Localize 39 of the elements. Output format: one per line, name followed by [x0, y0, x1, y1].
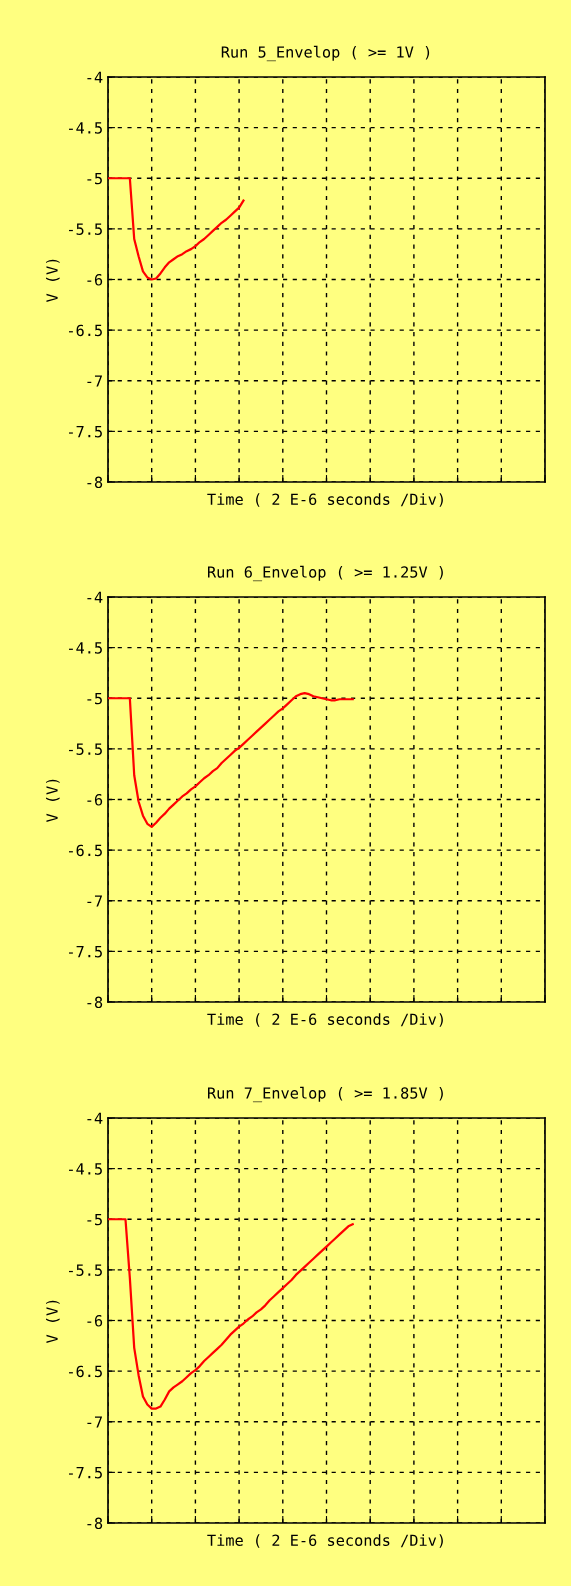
y-tick-label: -4 — [87, 1112, 103, 1124]
x-axis-title: Time ( 2 E-6 seconds /Div) — [207, 493, 443, 507]
y-tick-label: -4.5 — [69, 1163, 102, 1175]
y-tick-label: -5 — [87, 1213, 102, 1226]
y-tick-label: -7 — [87, 1416, 102, 1428]
y-tick-label: -7.5 — [69, 946, 102, 958]
y-tick-label: -5.5 — [69, 743, 102, 755]
y-tick-label: -6.5 — [69, 844, 102, 857]
x-axis-title: Time ( 2 E-6 seconds /Div) — [207, 1013, 443, 1027]
y-tick-label: -4.5 — [69, 642, 102, 654]
y-tick-label: -7.5 — [69, 426, 102, 438]
y-tick-label: -4 — [87, 71, 103, 83]
y-axis-title: V (V) — [46, 259, 60, 303]
y-tick-label: -5 — [87, 692, 102, 705]
y-tick-label: -5 — [87, 172, 102, 185]
y-tick-label: -5.5 — [69, 223, 102, 235]
y-tick-label: -8 — [87, 1517, 103, 1530]
chart-title: Run 5_Envelop ( >= 1V ) — [221, 45, 430, 62]
y-tick-label: -4 — [87, 591, 103, 603]
y-tick-label: -7.5 — [69, 1467, 102, 1479]
y-tick-label: -6.5 — [69, 1365, 102, 1378]
line-series — [108, 1218, 354, 1410]
y-axis-title: V (V) — [46, 779, 60, 823]
y-tick-label: -5.5 — [69, 1264, 102, 1276]
y-axis-title: V (V) — [46, 1300, 60, 1344]
y-tick-label: -6 — [87, 274, 103, 286]
y-tick-label: -8 — [87, 476, 103, 489]
y-tick-label: -6.5 — [69, 324, 102, 337]
y-tick-label: -6 — [87, 1315, 103, 1327]
chart-title: Run 7_Envelop ( >= 1.85V ) — [208, 1086, 443, 1103]
line-series — [108, 177, 245, 281]
y-tick-label: -8 — [87, 996, 103, 1009]
x-axis-title: Time ( 2 E-6 seconds /Div) — [207, 1534, 443, 1548]
line-series — [108, 692, 354, 828]
y-tick-label: -4.5 — [69, 122, 102, 134]
chart-title: Run 6_Envelop ( >= 1.25V ) — [208, 565, 443, 582]
y-tick-label: -6 — [87, 794, 103, 806]
y-tick-label: -7 — [87, 375, 102, 387]
y-tick-label: -7 — [87, 895, 102, 907]
